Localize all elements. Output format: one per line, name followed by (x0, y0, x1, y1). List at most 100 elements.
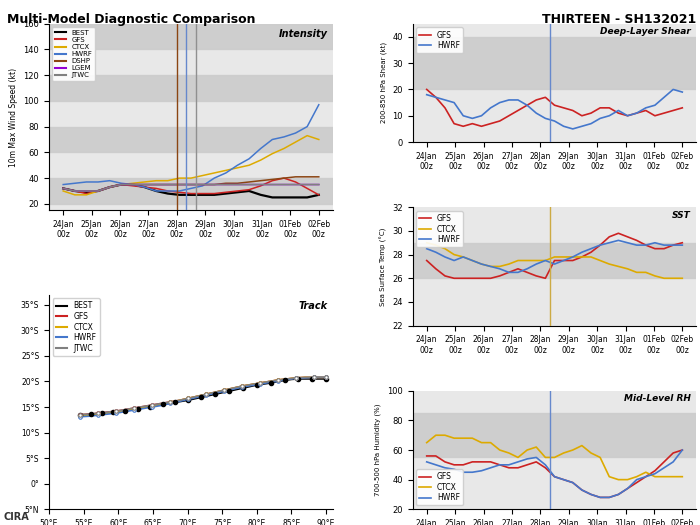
HWRF (459, 469, 468, 475)
BEST (82, 189, 90, 195)
JTWC (152, 182, 160, 188)
Text: SST: SST (672, 211, 691, 220)
CTCX (568, 447, 577, 453)
HWRF (651, 239, 659, 246)
CTCX (678, 474, 687, 480)
Line: GFS: GFS (427, 233, 682, 278)
JTWC (210, 182, 218, 188)
HWRF (523, 456, 531, 462)
BEST (59, 185, 67, 192)
CTCX (660, 474, 668, 480)
GFS (660, 246, 668, 252)
CTCX (605, 474, 613, 480)
DSHP (303, 174, 312, 180)
CTCX (71, 192, 79, 198)
HWRF (669, 242, 678, 248)
Line: HWRF: HWRF (427, 89, 682, 129)
HWRF (210, 175, 218, 181)
GFS (129, 183, 137, 189)
Text: Intensity: Intensity (279, 29, 328, 39)
CTCX (614, 264, 622, 270)
HWRF (486, 264, 495, 270)
Line: LGEM: LGEM (63, 185, 318, 191)
LGEM (291, 182, 300, 188)
GFS (541, 465, 550, 471)
HWRF (596, 494, 604, 500)
HWRF (541, 461, 550, 468)
HWRF (623, 239, 631, 246)
JTWC (117, 182, 125, 188)
JTWC (140, 182, 148, 188)
CTCX (198, 172, 206, 179)
CTCX (587, 450, 595, 456)
CTCX (187, 175, 195, 181)
JTWC (291, 182, 300, 188)
GFS (233, 188, 242, 194)
CTCX (94, 188, 102, 194)
Bar (49, 127, 333, 152)
LGEM (233, 182, 242, 188)
CTCX (175, 175, 183, 181)
GFS (660, 459, 668, 465)
DSHP (245, 179, 253, 185)
CTCX (245, 162, 253, 169)
GFS (450, 121, 459, 127)
GFS (678, 447, 687, 453)
JTWC (268, 182, 277, 188)
CTCX (314, 136, 323, 143)
Legend: GFS, HWRF: GFS, HWRF (416, 27, 463, 53)
GFS (550, 102, 559, 108)
GFS (459, 275, 468, 281)
Legend: BEST, GFS, CTCX, HWRF, JTWC: BEST, GFS, CTCX, HWRF, JTWC (52, 298, 99, 355)
GFS (523, 269, 531, 276)
GFS (222, 189, 230, 195)
LGEM (117, 182, 125, 188)
BEST (314, 192, 323, 198)
CTCX (117, 182, 125, 188)
HWRF (633, 477, 641, 483)
GFS (568, 479, 577, 486)
BEST (245, 188, 253, 194)
DSHP (129, 182, 137, 188)
CTCX (550, 254, 559, 260)
GFS (559, 104, 568, 111)
GFS (532, 459, 540, 465)
CTCX (642, 269, 650, 276)
GFS (450, 275, 459, 281)
HWRF (152, 188, 160, 194)
HWRF (477, 112, 486, 119)
HWRF (514, 459, 522, 465)
HWRF (578, 249, 586, 255)
GFS (623, 486, 631, 492)
BEST (152, 188, 160, 194)
LGEM (314, 182, 323, 188)
JTWC (233, 182, 242, 188)
DSHP (222, 180, 230, 186)
GFS (605, 234, 613, 240)
Bar (412, 243, 696, 278)
HWRF (596, 115, 604, 121)
DSHP (71, 188, 79, 194)
Bar (412, 413, 696, 457)
HWRF (423, 459, 431, 465)
CTCX (441, 246, 449, 252)
JTWC (256, 182, 265, 188)
HWRF (140, 184, 148, 190)
HWRF (164, 188, 172, 194)
GFS (605, 494, 613, 500)
HWRF (245, 155, 253, 162)
JTWC (175, 182, 183, 188)
HWRF (432, 461, 440, 468)
CTCX (468, 257, 477, 264)
GFS (514, 465, 522, 471)
LGEM (187, 182, 195, 188)
GFS (423, 453, 431, 459)
GFS (578, 487, 586, 493)
BEST (94, 188, 102, 194)
GFS (642, 242, 650, 248)
HWRF (660, 242, 668, 248)
BEST (303, 194, 312, 201)
Legend: BEST, GFS, CTCX, HWRF, DSHP, LGEM, JTWC: BEST, GFS, CTCX, HWRF, DSHP, LGEM, JTWC (52, 27, 95, 81)
GFS (587, 249, 595, 255)
HWRF (303, 123, 312, 130)
